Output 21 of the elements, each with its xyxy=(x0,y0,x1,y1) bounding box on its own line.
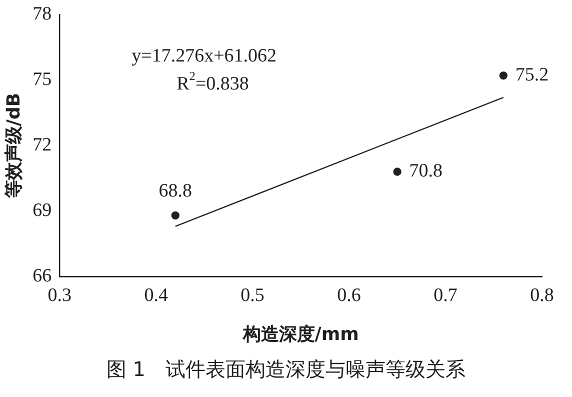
y-axis-title: 等效声级/dB xyxy=(3,92,24,200)
x-tick-label: 0.6 xyxy=(337,284,361,306)
point xyxy=(499,71,508,80)
data-label: 75.2 xyxy=(515,64,549,86)
x-tick-label: 0.4 xyxy=(144,284,168,306)
data-label: 70.8 xyxy=(409,160,443,182)
x-tick-label: 0.8 xyxy=(530,284,554,306)
x-tick-label: 0.5 xyxy=(240,284,264,306)
point xyxy=(393,168,402,176)
x-tick-label: 0.7 xyxy=(434,284,458,306)
y-tick-label: 72 xyxy=(32,134,52,156)
x-axis-title: 构造深度/mm xyxy=(242,324,359,345)
y-tick-label: 78 xyxy=(32,3,52,24)
y-tick-label: 75 xyxy=(32,68,52,90)
y-tick-label: 66 xyxy=(32,266,52,287)
text: 图 1 试件表面构造深度与噪声等级关系 xyxy=(105,356,467,383)
point xyxy=(171,211,180,220)
y-tick-label: 69 xyxy=(32,200,52,222)
x-tick-label: 0.3 xyxy=(48,284,72,306)
annotation: y=17.276x+61.062 xyxy=(132,45,277,66)
data-label: 68.8 xyxy=(158,180,192,202)
